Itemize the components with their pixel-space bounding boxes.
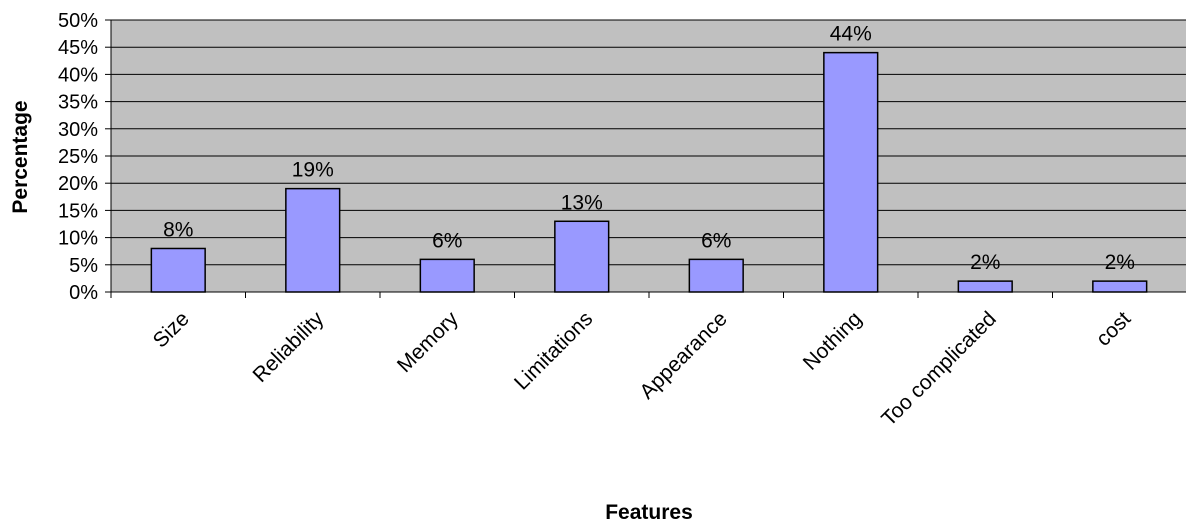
y-tick-label: 25% (58, 146, 98, 168)
data-label: 8% (163, 218, 193, 241)
data-label: 2% (970, 251, 1000, 274)
y-tick-label: 40% (58, 64, 98, 86)
y-tick-labels: 0% 5% 10% 15% 20% 25% 30% 35% 40% 45% 50% (58, 10, 98, 304)
x-tick-label: Size (149, 307, 194, 352)
data-label: 13% (561, 191, 603, 214)
y-tick-label: 0% (69, 282, 98, 304)
bar-appearance (688, 258, 744, 293)
x-tick-label: Memory (393, 307, 463, 377)
axes (105, 19, 1186, 298)
y-tick-label: 35% (58, 92, 98, 114)
bar-cost (1092, 280, 1148, 293)
x-axis-title: Features (605, 501, 693, 524)
y-tick-label: 45% (58, 37, 98, 59)
x-tick-labels: Size Reliability Memory Limitations Appearan… (149, 307, 1136, 431)
x-tick-label: Appearance (635, 307, 731, 403)
x-tick-label: Nothing (799, 307, 866, 374)
bar-too-complicated (957, 280, 1013, 293)
y-tick-label: 50% (58, 10, 98, 32)
bar-limitations (554, 220, 610, 293)
y-tick-label: 30% (58, 119, 98, 141)
data-labels: 8% 19% 6% 13% 6% 44% 2% 2% (163, 23, 1135, 274)
data-label: 44% (830, 23, 872, 46)
bar-memory (419, 258, 475, 293)
bar-nothing (823, 51, 879, 293)
y-tick-label: 20% (58, 173, 98, 195)
x-tick-label: cost (1092, 307, 1136, 351)
y-axis-title: Percentage (9, 100, 32, 213)
data-label: 6% (701, 229, 731, 252)
y-tick-label: 10% (58, 228, 98, 250)
y-tick-label: 15% (58, 200, 98, 222)
x-tick-label: Limitations (510, 307, 597, 394)
data-label: 6% (432, 229, 462, 252)
y-tick-label: 5% (69, 255, 98, 277)
bar-size (150, 247, 206, 293)
bar-reliability (285, 187, 341, 293)
data-label: 19% (292, 159, 334, 182)
x-tick-label: Reliability (248, 307, 328, 387)
x-tick-label: Too complicated (877, 307, 1001, 431)
data-label: 2% (1105, 251, 1135, 274)
